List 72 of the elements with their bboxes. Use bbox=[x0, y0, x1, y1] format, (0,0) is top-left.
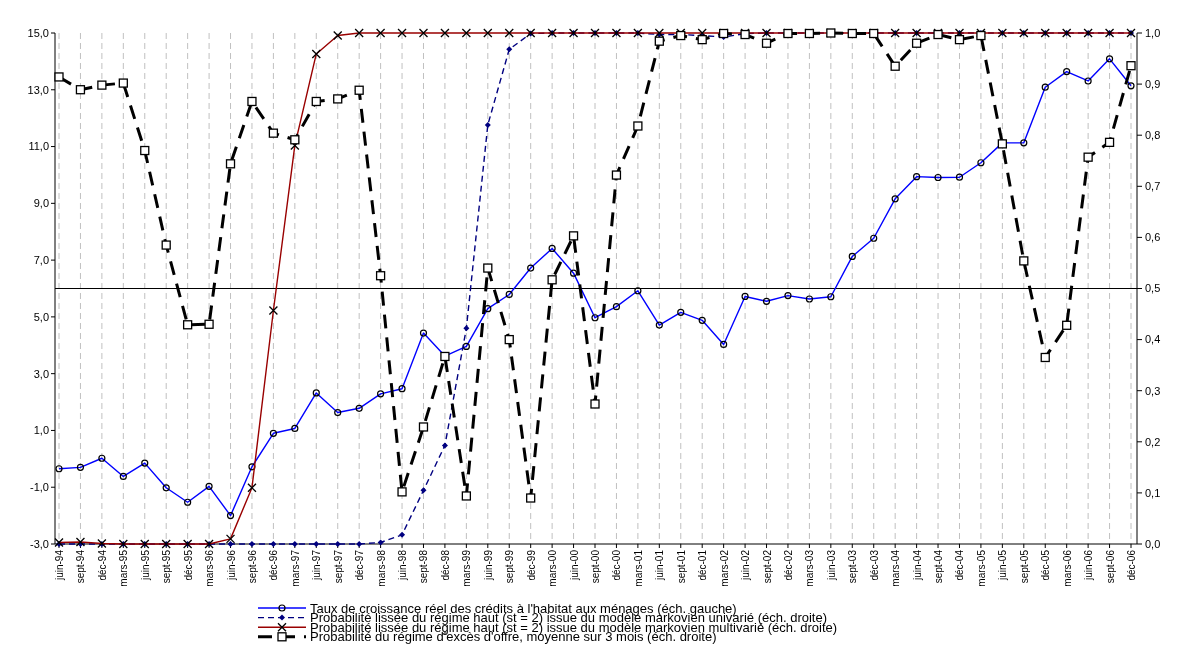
x-tick-label: sept-04 bbox=[933, 549, 945, 584]
x-tick-label: sept-96 bbox=[246, 549, 258, 584]
x-tick-label: déc-98 bbox=[439, 549, 451, 581]
x-tick-label: sept-98 bbox=[418, 549, 430, 584]
x-tick-label: mars-00 bbox=[547, 549, 559, 587]
x-tick-label: mars-96 bbox=[204, 549, 216, 587]
x-tick-label: sept-95 bbox=[161, 549, 173, 584]
y-tick-label: 13,0 bbox=[27, 83, 49, 96]
x-tick-label: sept-94 bbox=[75, 549, 87, 584]
y2-tick-label: 0,5 bbox=[1145, 282, 1161, 295]
y-tick-label: -3,0 bbox=[30, 537, 49, 550]
x-tick-label: juin-02 bbox=[740, 549, 752, 582]
y2-tick-label: 0,1 bbox=[1145, 486, 1161, 499]
y2-tick-label: 0,9 bbox=[1145, 77, 1161, 90]
y-tick-label: -1,0 bbox=[30, 481, 49, 494]
y-tick-label: 7,0 bbox=[33, 253, 49, 266]
x-tick-label: mars-04 bbox=[890, 549, 902, 587]
x-tick-label: juin-01 bbox=[654, 549, 666, 582]
x-tick-label: mars-02 bbox=[718, 549, 730, 587]
x-tick-label: mars-03 bbox=[804, 549, 816, 587]
x-tick-label: déc-06 bbox=[1126, 549, 1137, 581]
x-tick-label: juin-00 bbox=[568, 549, 580, 582]
x-tick-label: déc-05 bbox=[1040, 549, 1052, 581]
x-tick-label: mars-98 bbox=[375, 549, 387, 587]
x-tick-label: sept-02 bbox=[761, 549, 773, 584]
x-tick-label: juin-05 bbox=[997, 549, 1009, 582]
x-tick-label: juin-94 bbox=[54, 549, 65, 582]
x-tick-label: mars-05 bbox=[975, 549, 987, 587]
x-tick-label: déc-01 bbox=[697, 549, 709, 581]
x-tick-label: juin-97 bbox=[311, 549, 323, 582]
y2-tick-label: 0,2 bbox=[1145, 435, 1161, 448]
x-tick-label: sept-99 bbox=[504, 549, 516, 584]
x-tick-label: déc-02 bbox=[782, 549, 794, 581]
y2-tick-label: 0,0 bbox=[1145, 537, 1161, 550]
x-tick-label: mars-95 bbox=[118, 549, 130, 587]
x-tick-label: sept-97 bbox=[332, 549, 344, 584]
x-tick-label: mars-97 bbox=[289, 549, 301, 587]
y-tick-label: 9,0 bbox=[33, 197, 49, 210]
y2-tick-label: 0,6 bbox=[1145, 231, 1161, 244]
x-tick-label: juin-99 bbox=[482, 549, 494, 582]
x-tick-label: déc-99 bbox=[525, 549, 537, 581]
x-tick-label: sept-01 bbox=[675, 549, 687, 584]
x-tick-label: juin-06 bbox=[1083, 549, 1095, 582]
x-tick-label: sept-05 bbox=[1018, 549, 1030, 584]
x-tick-label: sept-00 bbox=[590, 549, 601, 584]
x-tick-label: déc-03 bbox=[868, 549, 880, 581]
y2-tick-label: 0,3 bbox=[1145, 384, 1161, 397]
x-tick-label: juin-03 bbox=[825, 549, 837, 582]
x-tick-label: juin-98 bbox=[397, 549, 409, 582]
x-tick-label: mars-06 bbox=[1061, 549, 1073, 587]
y-tick-label: 15,0 bbox=[27, 26, 49, 39]
y2-tick-label: 0,8 bbox=[1145, 129, 1161, 142]
x-tick-label: déc-94 bbox=[96, 549, 108, 581]
x-tick-label: mars-01 bbox=[632, 549, 644, 587]
x-tick-label: juin-04 bbox=[911, 549, 923, 582]
y2-tick-label: 0,7 bbox=[1145, 180, 1161, 193]
x-tick-label: déc-97 bbox=[354, 549, 366, 581]
y-tick-label: 1,0 bbox=[33, 424, 49, 437]
y2-tick-label: 1,0 bbox=[1145, 26, 1161, 39]
x-tick-label: sept-06 bbox=[1104, 549, 1116, 584]
y-tick-label: 11,0 bbox=[28, 140, 49, 153]
y-tick-label: 3,0 bbox=[33, 367, 49, 380]
x-tick-label: déc-04 bbox=[954, 549, 966, 581]
y-tick-label: 5,0 bbox=[33, 310, 49, 323]
x-tick-label: déc-96 bbox=[268, 549, 280, 581]
x-tick-label: déc-00 bbox=[611, 549, 623, 581]
x-tick-label: juin-96 bbox=[225, 549, 237, 582]
y2-tick-label: 0,4 bbox=[1145, 333, 1161, 346]
x-tick-label: sept-03 bbox=[847, 549, 859, 584]
x-tick-label: juin-95 bbox=[139, 549, 151, 582]
x-tick-label: déc-95 bbox=[182, 549, 194, 581]
x-tick-label: mars-99 bbox=[461, 549, 473, 587]
